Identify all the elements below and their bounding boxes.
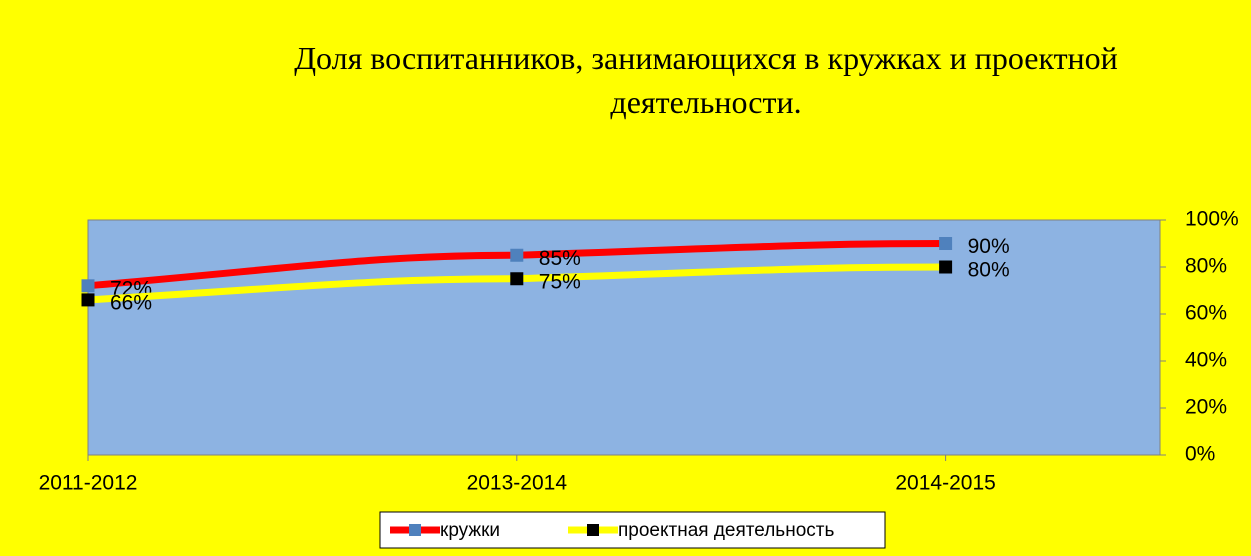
legend-box bbox=[379, 511, 886, 549]
marker bbox=[939, 260, 953, 274]
x-tick-label: 2013-2014 bbox=[467, 472, 568, 495]
legend-marker bbox=[409, 524, 421, 536]
x-tick-label: 2014-2015 bbox=[895, 472, 995, 495]
y-tick-label: 40% bbox=[1185, 349, 1227, 372]
x-tick-label: 2011-2012 bbox=[39, 472, 138, 495]
y-tick-label: 60% bbox=[1185, 302, 1227, 325]
y-tick-label: 0% bbox=[1185, 443, 1215, 466]
data-label: 85% bbox=[539, 247, 581, 270]
legend-marker bbox=[587, 524, 599, 536]
data-label: 80% bbox=[968, 259, 1010, 282]
marker bbox=[510, 272, 524, 286]
data-label: 66% bbox=[110, 291, 152, 314]
plot-area bbox=[87, 219, 1161, 456]
marker bbox=[81, 293, 95, 307]
marker bbox=[81, 279, 95, 293]
marker bbox=[510, 248, 524, 262]
data-label: 75% bbox=[539, 270, 581, 293]
y-tick-label: 80% bbox=[1185, 255, 1227, 278]
legend-label: проектная деятельность bbox=[618, 520, 834, 541]
legend-label: кружки bbox=[440, 520, 500, 541]
marker bbox=[939, 237, 953, 250]
chart-title: Доля воспитанников, занимающихся в кружк… bbox=[294, 40, 1118, 120]
data-label: 90% bbox=[968, 235, 1010, 258]
y-tick-label: 20% bbox=[1185, 396, 1227, 419]
y-tick-label: 100% bbox=[1185, 208, 1239, 231]
